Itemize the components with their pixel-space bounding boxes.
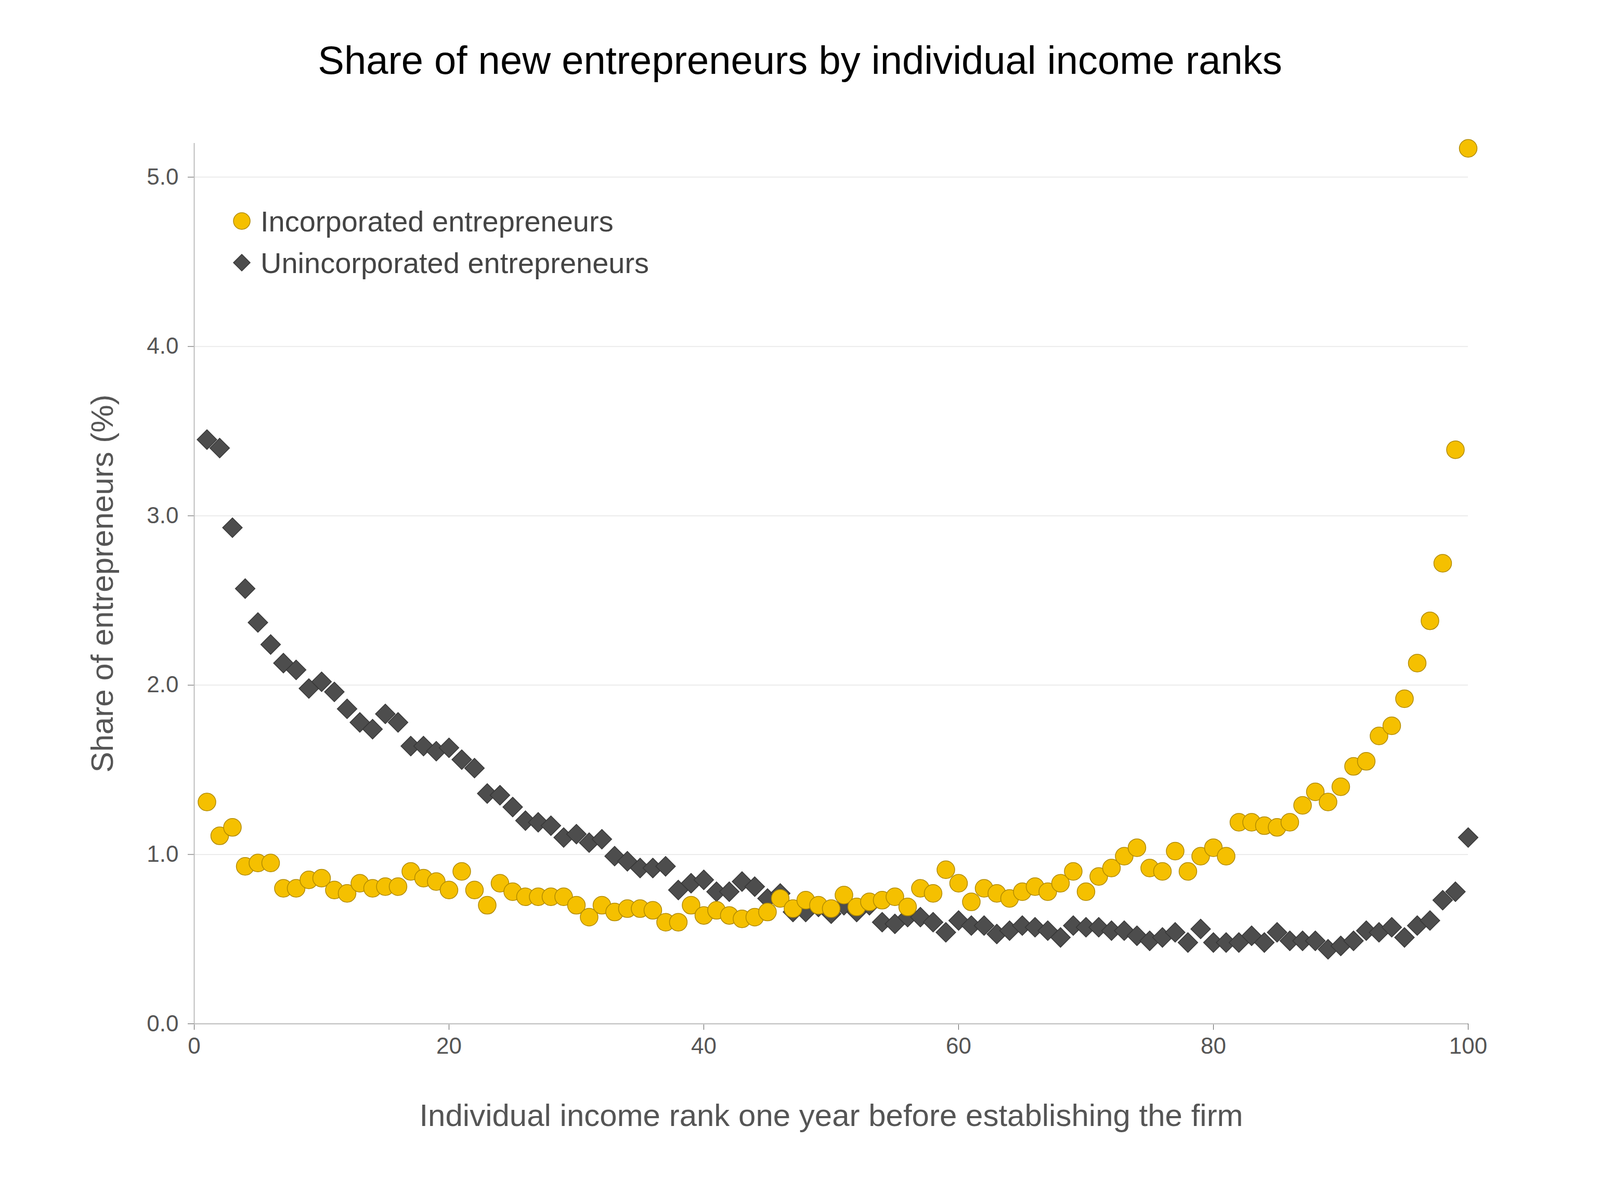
html-text:Incorporated entrepreneurs: Incorporated entrepreneurs xyxy=(260,204,614,238)
svg-text:1.0: 1.0 xyxy=(146,840,179,867)
svg-text:5.0: 5.0 xyxy=(146,163,179,190)
svg-text:0: 0 xyxy=(187,1032,201,1059)
html-text:Share of entrepreneurs (%): Share of entrepreneurs (%) xyxy=(84,394,120,773)
svg-text:3.0: 3.0 xyxy=(146,502,179,528)
svg-text:40: 40 xyxy=(691,1032,717,1059)
svg-text:4.0: 4.0 xyxy=(146,332,179,359)
svg-text:60: 60 xyxy=(945,1032,972,1059)
html-text:Share of new entrepreneurs by: Share of new entrepreneurs by individual… xyxy=(317,37,1283,82)
html-text:Individual income rank one yea: Individual income rank one year before e… xyxy=(419,1097,1244,1133)
svg-text:80: 80 xyxy=(1200,1032,1227,1059)
svg-text:2.0: 2.0 xyxy=(146,671,179,697)
svg-text:0.0: 0.0 xyxy=(146,1010,179,1036)
svg-text:20: 20 xyxy=(436,1032,462,1059)
svg-text:100: 100 xyxy=(1449,1032,1488,1059)
html-text:Unincorporated entrepreneurs: Unincorporated entrepreneurs xyxy=(260,246,649,279)
